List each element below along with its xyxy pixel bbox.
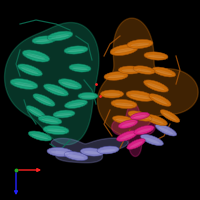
- Ellipse shape: [26, 106, 46, 118]
- Ellipse shape: [148, 117, 164, 124]
- Ellipse shape: [148, 55, 164, 58]
- Ellipse shape: [64, 152, 88, 160]
- Ellipse shape: [131, 114, 148, 119]
- Ellipse shape: [130, 141, 143, 148]
- Ellipse shape: [134, 125, 154, 135]
- Ellipse shape: [62, 82, 78, 87]
- Ellipse shape: [122, 69, 138, 72]
- Polygon shape: [97, 18, 198, 136]
- Ellipse shape: [68, 103, 84, 107]
- Ellipse shape: [136, 69, 151, 72]
- Ellipse shape: [152, 67, 176, 77]
- Polygon shape: [51, 138, 128, 163]
- Ellipse shape: [32, 36, 56, 44]
- Ellipse shape: [163, 113, 176, 121]
- Ellipse shape: [104, 72, 128, 80]
- Polygon shape: [5, 23, 99, 145]
- Ellipse shape: [69, 64, 91, 72]
- Ellipse shape: [128, 111, 152, 121]
- Ellipse shape: [47, 87, 64, 94]
- Ellipse shape: [100, 90, 124, 98]
- Ellipse shape: [14, 82, 34, 87]
- Ellipse shape: [144, 137, 160, 144]
- Ellipse shape: [155, 124, 177, 136]
- Ellipse shape: [33, 94, 55, 106]
- Ellipse shape: [121, 122, 135, 127]
- Ellipse shape: [51, 34, 69, 39]
- Ellipse shape: [108, 75, 124, 78]
- Ellipse shape: [36, 97, 51, 104]
- Ellipse shape: [156, 70, 172, 75]
- Ellipse shape: [110, 45, 138, 55]
- Ellipse shape: [118, 120, 138, 128]
- Polygon shape: [112, 104, 155, 156]
- Ellipse shape: [51, 151, 69, 154]
- Ellipse shape: [114, 48, 134, 53]
- Ellipse shape: [104, 93, 120, 96]
- Ellipse shape: [29, 109, 42, 117]
- Ellipse shape: [111, 99, 137, 109]
- Ellipse shape: [21, 67, 38, 74]
- Ellipse shape: [68, 155, 84, 159]
- Ellipse shape: [10, 79, 38, 89]
- Ellipse shape: [131, 112, 149, 120]
- Ellipse shape: [32, 134, 48, 139]
- Ellipse shape: [47, 147, 73, 157]
- Ellipse shape: [158, 127, 173, 134]
- Ellipse shape: [113, 116, 135, 124]
- Ellipse shape: [68, 49, 84, 52]
- Ellipse shape: [80, 148, 104, 156]
- Ellipse shape: [84, 151, 100, 154]
- Ellipse shape: [36, 39, 52, 42]
- Ellipse shape: [144, 80, 168, 92]
- Ellipse shape: [43, 125, 69, 135]
- Ellipse shape: [160, 110, 180, 122]
- Ellipse shape: [118, 66, 142, 74]
- Ellipse shape: [127, 39, 153, 49]
- Ellipse shape: [137, 128, 151, 133]
- Ellipse shape: [133, 115, 147, 118]
- Ellipse shape: [78, 92, 98, 100]
- Ellipse shape: [18, 64, 42, 76]
- Ellipse shape: [127, 139, 145, 149]
- Ellipse shape: [131, 43, 149, 46]
- Ellipse shape: [65, 100, 87, 108]
- Ellipse shape: [147, 83, 164, 90]
- Ellipse shape: [117, 131, 137, 141]
- Ellipse shape: [97, 146, 119, 154]
- Ellipse shape: [53, 110, 75, 118]
- Ellipse shape: [100, 149, 116, 152]
- Ellipse shape: [26, 54, 45, 60]
- Ellipse shape: [152, 97, 167, 104]
- Ellipse shape: [120, 134, 134, 140]
- Ellipse shape: [81, 95, 95, 98]
- Ellipse shape: [141, 134, 163, 146]
- Ellipse shape: [133, 66, 155, 74]
- Ellipse shape: [149, 94, 171, 106]
- Ellipse shape: [56, 113, 72, 116]
- Ellipse shape: [72, 67, 88, 70]
- Ellipse shape: [42, 119, 58, 123]
- Ellipse shape: [115, 103, 133, 106]
- Ellipse shape: [22, 50, 50, 62]
- Ellipse shape: [28, 131, 52, 141]
- Ellipse shape: [126, 91, 154, 101]
- Ellipse shape: [144, 52, 168, 60]
- Ellipse shape: [130, 94, 150, 99]
- Ellipse shape: [145, 114, 167, 126]
- Ellipse shape: [58, 79, 82, 89]
- Ellipse shape: [116, 119, 132, 123]
- Ellipse shape: [64, 46, 88, 54]
- Ellipse shape: [38, 116, 62, 124]
- Ellipse shape: [47, 31, 73, 41]
- Ellipse shape: [47, 129, 65, 132]
- Ellipse shape: [44, 84, 68, 96]
